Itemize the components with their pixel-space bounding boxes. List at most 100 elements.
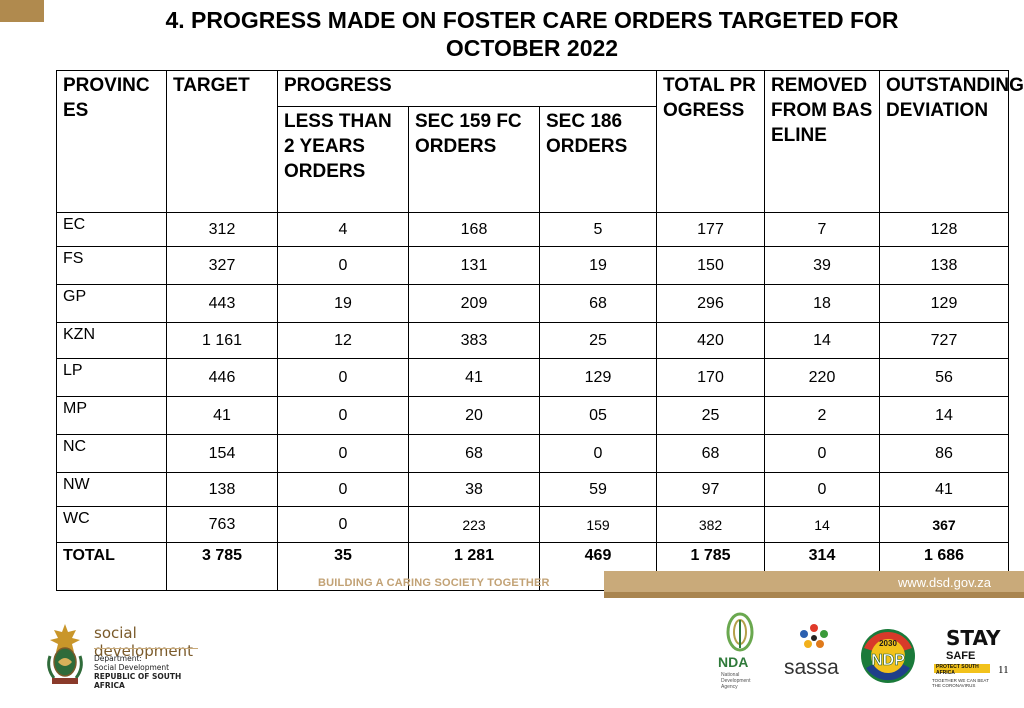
cell-province: WC (56, 506, 167, 543)
ndp-logo: 2030 NDP (860, 626, 916, 688)
cell-outstanding: 727 (879, 322, 1009, 359)
cell-target: 443 (166, 284, 278, 323)
cell-removed: 2 (764, 396, 880, 435)
cell-removed: 0 (764, 472, 880, 507)
cell-less2: 0 (277, 472, 409, 507)
cell-sec159: 20 (408, 396, 540, 435)
cell-sec159: 223 (408, 506, 540, 543)
header-provinces: PROVINCES (56, 70, 167, 213)
cell-target: 446 (166, 358, 278, 397)
table-total-row: TOTAL 3 785 35 1 281 469 1 785 314 1 686 (56, 542, 1009, 591)
cell-sec186: 0 (539, 434, 657, 473)
footer-slogan: BUILDING A CARING SOCIETY TOGETHER (318, 577, 550, 589)
cell-sec186: 68 (539, 284, 657, 323)
corner-accent (0, 0, 44, 22)
nda-sub-line: Development (721, 678, 751, 684)
title-line-2: OCTOBER 2022 (445, 35, 619, 61)
cell-province: TOTAL (56, 542, 167, 591)
cell-outstanding: 129 (879, 284, 1009, 323)
cell-sec159: 168 (408, 212, 540, 247)
cell-outstanding: 56 (879, 358, 1009, 397)
header-outstanding-deviation: OUTSTANDING/ DEVIATION (879, 70, 1024, 213)
cell-province: NC (56, 434, 167, 473)
nda-logo: NDA National Development Agency (718, 612, 762, 692)
sassa-name: sassa (784, 656, 839, 679)
cell-sec186: 159 (539, 506, 657, 543)
cell-sec186: 19 (539, 246, 657, 285)
table-row: EC 312 4 168 5 177 7 128 (56, 212, 1009, 247)
table-row: LP 446 0 41 129 170 220 56 (56, 358, 1009, 397)
cell-target: 763 (166, 506, 278, 543)
nda-sub-line: Agency (721, 684, 738, 690)
table-row: FS 327 0 131 19 150 39 138 (56, 246, 1009, 285)
cell-removed: 220 (764, 358, 880, 397)
cell-removed: 0 (764, 434, 880, 473)
cell-less2: 0 (277, 246, 409, 285)
footer-url[interactable]: www.dsd.gov.za (898, 575, 991, 590)
stay-safe-banner-text: PROTECT SOUTH AFRICA (936, 664, 979, 676)
nda-name: NDA (718, 654, 749, 670)
cell-province: FS (56, 246, 167, 285)
stay-safe-tagline: TOGETHER WE CAN BEAT THE CORONAVIRUS (932, 678, 989, 688)
cell-outstanding: 41 (879, 472, 1009, 507)
cell-target: 41 (166, 396, 278, 435)
cell-outstanding: 86 (879, 434, 1009, 473)
header-less-than-2-years: LESS THAN 2 YEARS ORDERS (277, 106, 409, 213)
department-line-1: Department: (94, 654, 142, 663)
cell-sec159: 68 (408, 434, 540, 473)
cell-province: MP (56, 396, 167, 435)
cell-removed: 39 (764, 246, 880, 285)
nda-sub-line: National (721, 672, 740, 678)
cell-province: KZN (56, 322, 167, 359)
cell-province: NW (56, 472, 167, 507)
cell-removed: 14 (764, 322, 880, 359)
cell-sec186: 5 (539, 212, 657, 247)
cell-total: 97 (656, 472, 765, 507)
title-line-1: 4. PROGRESS MADE ON FOSTER CARE ORDERS T… (165, 7, 899, 33)
cell-target: 3 785 (166, 542, 278, 591)
ndp-emblem-icon: 2030 NDP (861, 629, 915, 683)
cell-sec186: 05 (539, 396, 657, 435)
cell-outstanding: 128 (879, 212, 1009, 247)
cell-target: 312 (166, 212, 278, 247)
footer-band-shadow (604, 592, 1024, 598)
cell-less2: 0 (277, 506, 409, 543)
cell-less2: 0 (277, 396, 409, 435)
header-sec-186: SEC 186 ORDERS (539, 106, 657, 213)
stay-safe-subtitle: SAFE (946, 650, 976, 662)
department-logo: social development Department: Social De… (44, 618, 200, 690)
cell-total: 150 (656, 246, 765, 285)
stay-safe-banner: PROTECT SOUTH AFRICA (934, 664, 990, 676)
cell-total: 382 (656, 506, 765, 543)
nda-emblem-icon (726, 612, 754, 652)
page-title: 4. PROGRESS MADE ON FOSTER CARE ORDERS T… (60, 6, 1004, 62)
cell-total: 170 (656, 358, 765, 397)
cell-outstanding: 14 (879, 396, 1009, 435)
cell-less2: 12 (277, 322, 409, 359)
table-row: GP 443 19 209 68 296 18 129 (56, 284, 1009, 323)
cell-sec159: 131 (408, 246, 540, 285)
foster-care-orders-table: PROVINCES TARGET PROGRESS TOTAL PROGRESS… (56, 70, 1024, 591)
cell-less2: 0 (277, 434, 409, 473)
cell-target: 327 (166, 246, 278, 285)
cell-outstanding: 367 (879, 506, 1009, 543)
stay-safe-title: STAY (946, 626, 1001, 650)
cell-target: 154 (166, 434, 278, 473)
cell-sec159: 383 (408, 322, 540, 359)
coat-of-arms-icon (47, 624, 83, 684)
cell-sec159: 209 (408, 284, 540, 323)
nda-subtitle: National Development Agency (721, 672, 750, 690)
cell-total: 420 (656, 322, 765, 359)
cell-sec186: 25 (539, 322, 657, 359)
header-target: TARGET (166, 70, 278, 213)
sassa-logo: sassa (782, 620, 846, 690)
table-row: NC 154 0 68 0 68 0 86 (56, 434, 1009, 473)
cell-less2: 0 (277, 358, 409, 397)
cell-less2: 4 (277, 212, 409, 247)
ndp-year: 2030 (879, 639, 897, 648)
cell-outstanding: 138 (879, 246, 1009, 285)
cell-sec159: 1 281 (408, 542, 540, 591)
department-name: social development (94, 624, 193, 660)
table-row: WC 763 0 223 159 382 14 367 (56, 506, 1009, 543)
cell-province: GP (56, 284, 167, 323)
